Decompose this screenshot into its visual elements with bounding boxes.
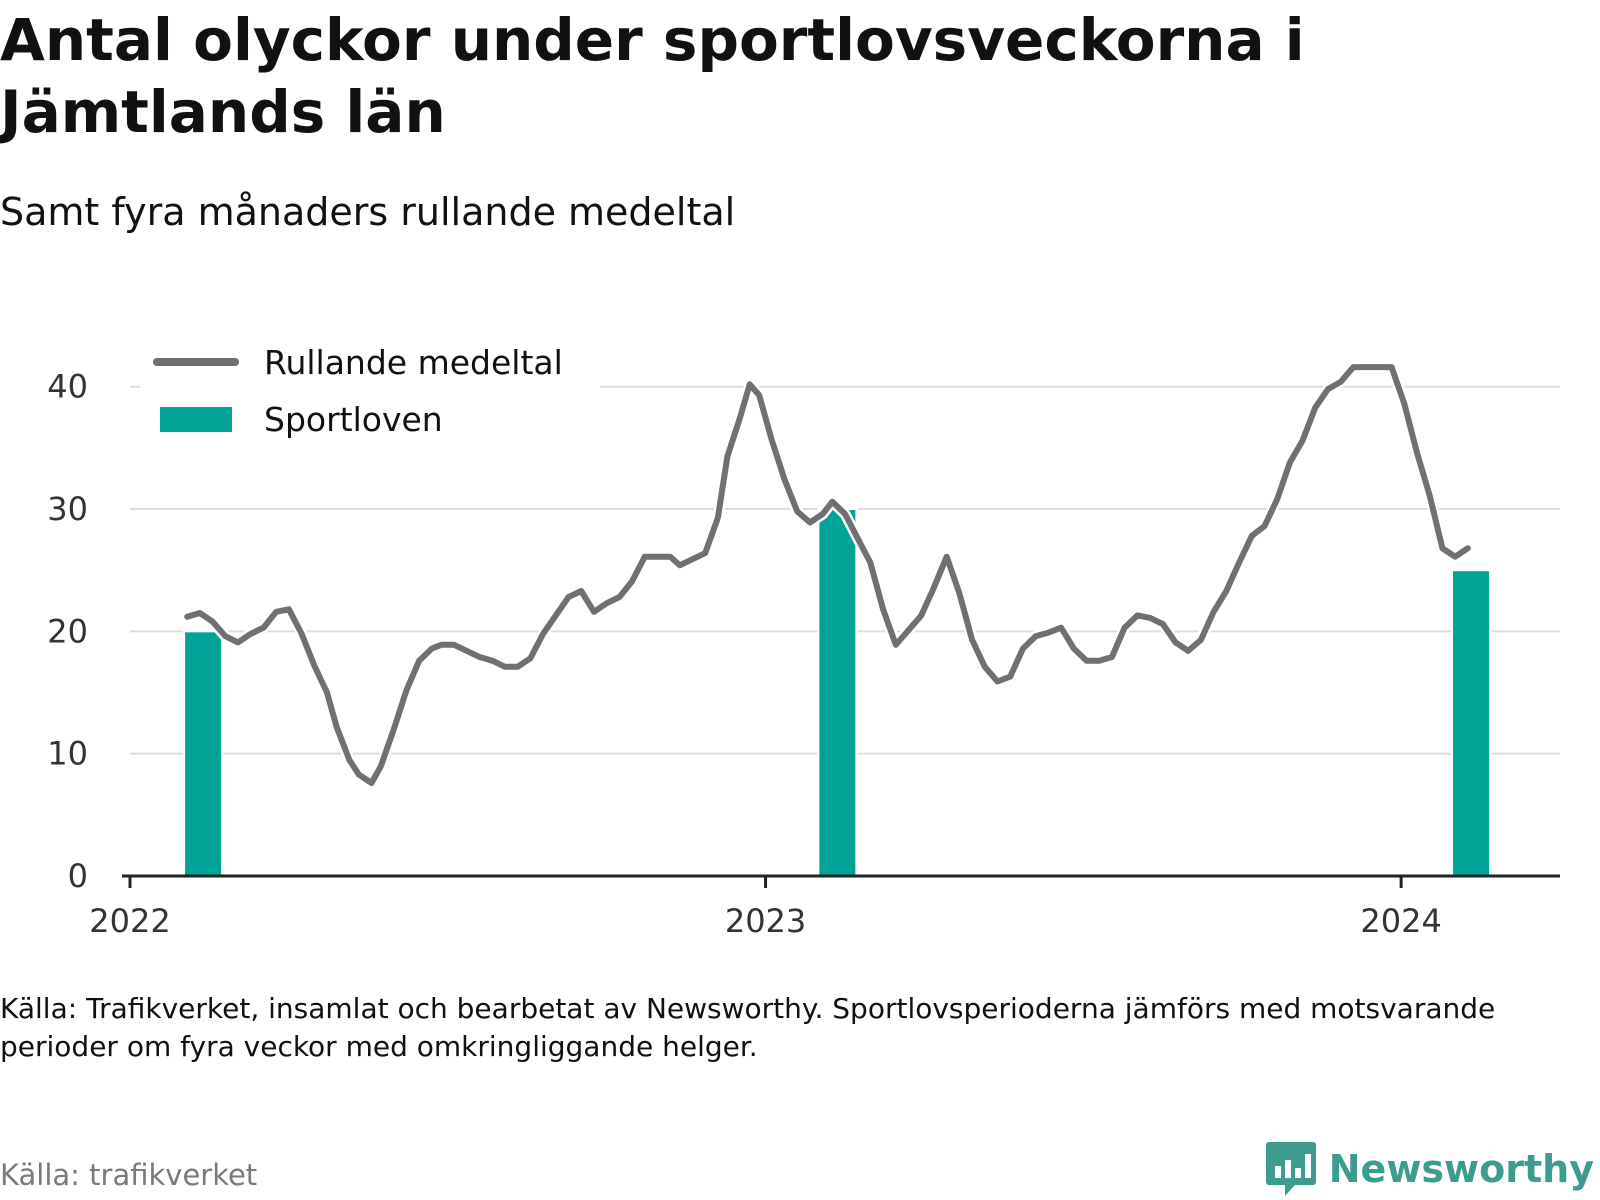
y-tick-label: 40 — [47, 368, 88, 406]
bar — [817, 508, 858, 877]
line-series — [181, 361, 1474, 789]
legend: Rullande medeltal Sportloven — [140, 330, 600, 448]
y-tick-label: 10 — [47, 735, 88, 773]
series-line — [184, 364, 1471, 786]
line-bar-chart: 0 10 20 30 40 2022 2023 2024 Rullande medeltal S… — [47, 330, 1560, 940]
y-tick-label: 20 — [47, 612, 88, 650]
brand-name: Newsworthy — [1328, 1147, 1594, 1191]
chart-subtitle: Samt fyra månaders rullande medeltal — [0, 190, 736, 234]
bar — [183, 630, 224, 878]
bar-series — [183, 508, 1492, 878]
x-tick-label: 2024 — [1360, 902, 1441, 940]
y-tick-label: 30 — [47, 490, 88, 528]
source-text: Källa: trafikverket — [0, 1158, 258, 1192]
footnote: Källa: Trafikverket, insamlat och bearbe… — [0, 992, 1496, 1063]
axes: 0 10 20 30 40 2022 2023 2024 — [47, 368, 1560, 940]
x-tick-label: 2023 — [725, 902, 806, 940]
bar-chart-speech-icon — [1265, 1142, 1316, 1196]
bar — [1451, 569, 1492, 878]
brand-logo: Newsworthy — [1265, 1140, 1594, 1198]
x-tick-label: 2022 — [89, 902, 170, 940]
legend-bar-swatch — [160, 407, 232, 432]
chart-title: Antal olyckor under sportlovsveckorna i … — [0, 6, 1305, 146]
legend-label: Rullande medeltal — [264, 343, 563, 382]
legend-label: Sportloven — [264, 400, 443, 439]
y-tick-label: 0 — [68, 857, 88, 895]
